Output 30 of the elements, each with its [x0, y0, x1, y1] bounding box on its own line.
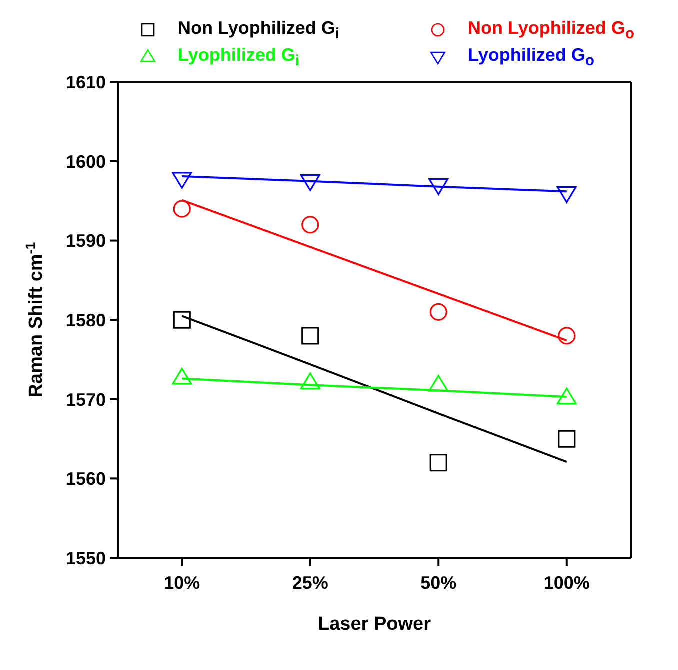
legend-label: Non Lyophilized G$_{o}$ — [468, 18, 634, 43]
legend-label: Non Lyophilized G$_{i}$ — [178, 18, 340, 43]
point — [558, 327, 576, 345]
point — [172, 368, 192, 385]
point — [173, 311, 191, 329]
point — [172, 172, 192, 189]
x-axis-title: Laser Power — [318, 614, 432, 635]
x-tick-label: 10% — [164, 572, 200, 593]
y-tick-label: 1550 — [66, 548, 106, 568]
point — [300, 372, 320, 390]
point — [173, 200, 191, 218]
x-tick-label: 50% — [420, 572, 457, 593]
point — [302, 216, 320, 234]
x-tick-label: 25% — [292, 572, 328, 593]
x-tick-label: 100% — [544, 572, 590, 593]
y-tick-label: 1580 — [66, 310, 106, 330]
y-tick-label: 1600 — [66, 152, 106, 172]
legend-label: Lyophilized G$_{o}$ — [468, 44, 595, 70]
point — [428, 375, 449, 392]
point — [556, 186, 577, 204]
y-tick-label: 1570 — [66, 390, 106, 410]
point — [300, 174, 320, 192]
point — [430, 303, 448, 321]
y-tick-label: 1590 — [66, 231, 106, 252]
y-tick-label: 1610 — [66, 72, 106, 93]
y-tick-label: 1560 — [66, 469, 106, 490]
point — [556, 388, 577, 405]
point — [302, 327, 320, 345]
point — [428, 178, 449, 196]
legend-label: Lyophilized G$_{i}$ — [178, 44, 300, 70]
